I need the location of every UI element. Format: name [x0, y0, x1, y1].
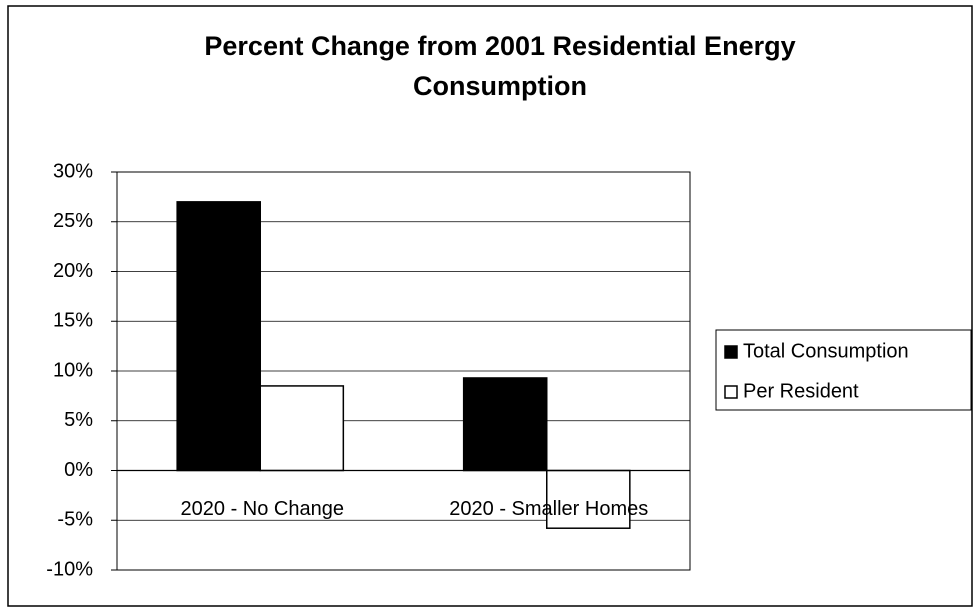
legend-label: Total Consumption	[743, 340, 909, 362]
legend-label: Per Resident	[743, 380, 859, 402]
legend-box	[715, 329, 972, 411]
y-tick-label: 5%	[64, 409, 93, 431]
y-tick-label: 15%	[53, 310, 93, 332]
y-tick-label: 30%	[53, 160, 93, 182]
bar	[462, 377, 548, 472]
bar	[546, 469, 631, 529]
bar	[176, 201, 261, 472]
chart-title: Percent Change from 2001 Residential Ene…	[204, 31, 796, 101]
y-tick-label: -5%	[57, 509, 93, 531]
legend-swatch	[724, 385, 738, 399]
legend-swatch	[724, 345, 738, 359]
y-tick-label: 0%	[64, 459, 93, 481]
x-tick-label: 2020 - Smaller Homes	[449, 498, 648, 520]
bar	[259, 385, 345, 472]
x-tick-label: 2020 - No Change	[181, 498, 344, 520]
y-tick-label: 20%	[53, 260, 93, 282]
y-tick-label: 10%	[53, 359, 93, 381]
y-tick-label: -10%	[46, 558, 93, 580]
y-tick-label: 25%	[53, 210, 93, 232]
